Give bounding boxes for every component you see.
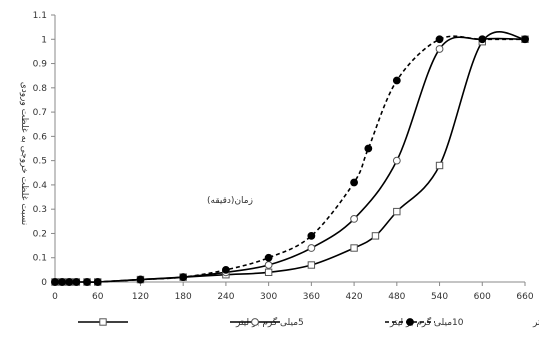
series-3-point — [83, 278, 91, 286]
series-3-point — [179, 273, 188, 282]
series-2-point — [392, 156, 401, 165]
x-tick-label: 420 — [345, 292, 362, 302]
y-tick-label: 0.7 — [33, 108, 47, 118]
x-tick-label: 540 — [431, 292, 448, 302]
series-1-point — [435, 161, 444, 170]
series-3-point — [65, 278, 74, 286]
y-tick-label: 0.1 — [33, 254, 47, 264]
axes — [54, 15, 525, 283]
x-tick-label: 120 — [132, 292, 149, 302]
tick-labels: 0 60 120 180 240 300 360 420 480 540 600 660 0 0.1 0.2… — [33, 11, 534, 302]
series-3 — [51, 35, 529, 286]
x-tick-label: 660 — [516, 292, 533, 302]
y-tick-label: 1.1 — [33, 11, 47, 21]
series-3-point — [350, 178, 358, 187]
legend-swatch-marker — [99, 318, 107, 326]
y-tick-label: 0.8 — [33, 84, 48, 94]
legend-label: 20میلی گرم بر لیتر — [532, 316, 539, 328]
x-tick-label: 180 — [175, 292, 192, 302]
y-tick-label: 0.2 — [33, 229, 47, 239]
y-tick-label: 0.5 — [33, 157, 47, 167]
x-tick-label: 360 — [303, 292, 320, 302]
series-2-point — [350, 214, 358, 223]
legend-swatch-marker — [251, 318, 259, 326]
series-3-point — [136, 275, 145, 284]
series-2-point — [435, 45, 444, 53]
series-3-line — [54, 35, 525, 283]
y-tick-label: 0.6 — [33, 132, 48, 142]
series-3-point — [58, 278, 67, 286]
series-layer — [51, 30, 529, 286]
y-axis-title: نسبت غلظت خروجی به غلظت ورودی — [19, 82, 29, 226]
series-3-point — [222, 265, 230, 274]
legend-swatch-marker — [406, 318, 414, 326]
series-3-point — [307, 231, 316, 240]
series-3-point — [478, 35, 487, 44]
series-1 — [51, 30, 529, 286]
series-1-point — [393, 207, 401, 216]
y-tick-label: 1 — [41, 35, 47, 45]
series-1-point — [307, 261, 316, 269]
x-tick-label: 60 — [92, 292, 104, 302]
x-axis-title: زمان(دقیقه) — [207, 196, 253, 206]
series-1-point — [371, 232, 380, 240]
series-1-line — [54, 30, 526, 283]
y-tick-label: 0 — [41, 278, 47, 288]
series-1-point — [264, 268, 273, 276]
y-tick-label: 0.4 — [33, 181, 48, 191]
x-tick-label: 480 — [388, 292, 405, 302]
series-3-point — [72, 278, 81, 286]
x-tick-label: 0 — [52, 292, 58, 302]
series-1-point — [350, 244, 358, 252]
series-3-point — [93, 278, 102, 286]
series-3-point — [435, 35, 444, 44]
series-2-point — [264, 261, 273, 269]
x-tick-label: 240 — [217, 292, 234, 302]
series-3-point — [51, 278, 59, 286]
series-3-point — [264, 253, 273, 262]
y-tick-label: 0.3 — [33, 205, 47, 215]
y-tick-label: 0.9 — [33, 60, 48, 70]
series-3-point — [364, 144, 373, 153]
legend-item-3: 20میلی گرم بر لیتر — [385, 316, 539, 328]
series-2-point — [307, 244, 316, 252]
series-3-point — [521, 35, 529, 44]
series-3-point — [392, 76, 401, 85]
series-2-line — [54, 36, 526, 283]
x-tick-label: 600 — [474, 292, 491, 302]
series-2 — [51, 35, 529, 286]
x-tick-label: 300 — [260, 292, 277, 302]
